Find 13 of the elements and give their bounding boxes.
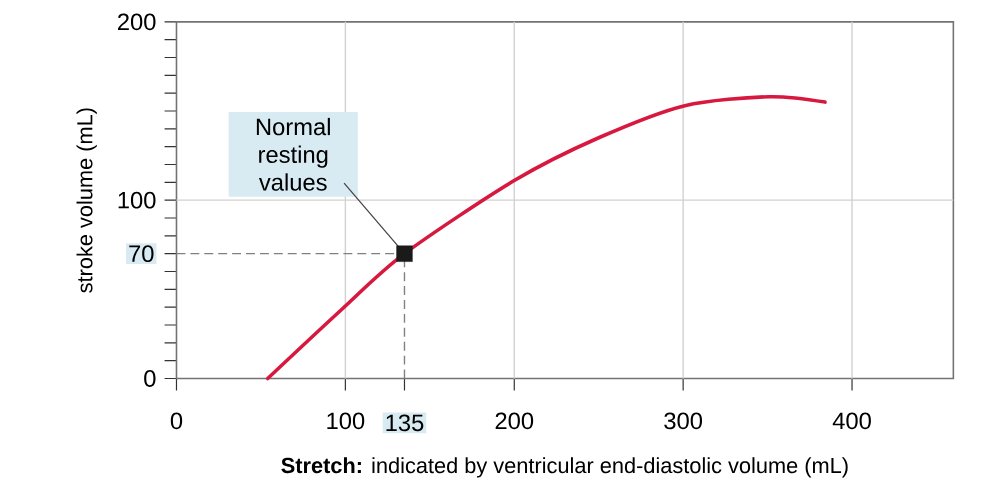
annotation: Normal resting values bbox=[256, 118, 330, 191]
x-tick-label: 0 bbox=[170, 412, 183, 430]
y-tick-label: 100 bbox=[118, 191, 156, 209]
y-tick-label: 70 bbox=[129, 245, 154, 263]
x-tick-label: 200 bbox=[495, 412, 534, 430]
x-axis-title: Stretch: indicated by ventricular end-diastolic volume (mL) bbox=[281, 457, 848, 478]
x-tick-label: 100 bbox=[327, 412, 365, 430]
y-axis-title: stroke volume (mL) bbox=[76, 108, 97, 293]
x-tick-label: 135 bbox=[386, 414, 424, 432]
x-tick-label: 300 bbox=[664, 412, 703, 430]
y-tick-label: 200 bbox=[118, 13, 156, 31]
y-tick-label: 0 bbox=[144, 370, 156, 388]
x-tick-label: 400 bbox=[832, 412, 871, 430]
